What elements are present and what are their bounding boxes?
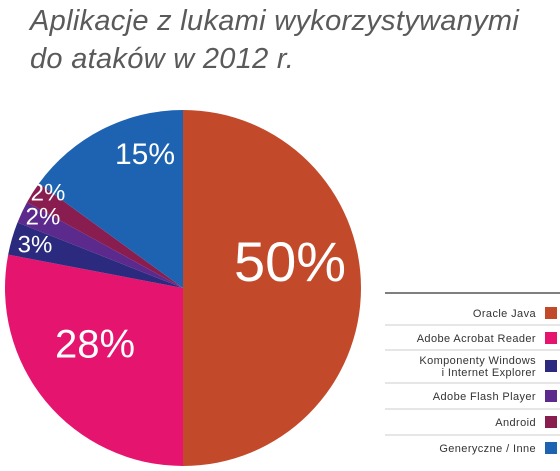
legend-label: Komponenty Windows i Internet Explorer (419, 355, 536, 379)
legend-label: Adobe Acrobat Reader (417, 333, 536, 345)
legend-label: Adobe Flash Player (433, 391, 536, 403)
pie-slice (8, 222, 184, 288)
legend-label: Generyczne / Inne (439, 443, 536, 455)
legend-swatch (545, 307, 557, 319)
slice-label: 2% (26, 203, 61, 230)
chart-title: Aplikacje z lukami wykorzystywanymi do a… (30, 5, 520, 75)
slice-label: 50% (234, 230, 346, 293)
slice-label: 15% (115, 138, 175, 171)
legend-label: Android (495, 417, 536, 429)
slice-label: 2% (31, 179, 66, 206)
slice-label: 3% (18, 231, 53, 258)
legend-label: Oracle Java (473, 308, 537, 320)
legend-swatch (545, 360, 557, 372)
pie-slice (17, 202, 183, 288)
pie-slice (38, 109, 183, 288)
legend-swatch (545, 332, 557, 344)
legend-swatch (545, 416, 557, 428)
pie-slice (27, 183, 183, 288)
slice-label: 28% (55, 323, 135, 367)
pie-slice (4, 254, 183, 466)
pie-slice (183, 110, 361, 466)
legend-swatch (545, 390, 557, 402)
legend-swatch (545, 442, 557, 454)
